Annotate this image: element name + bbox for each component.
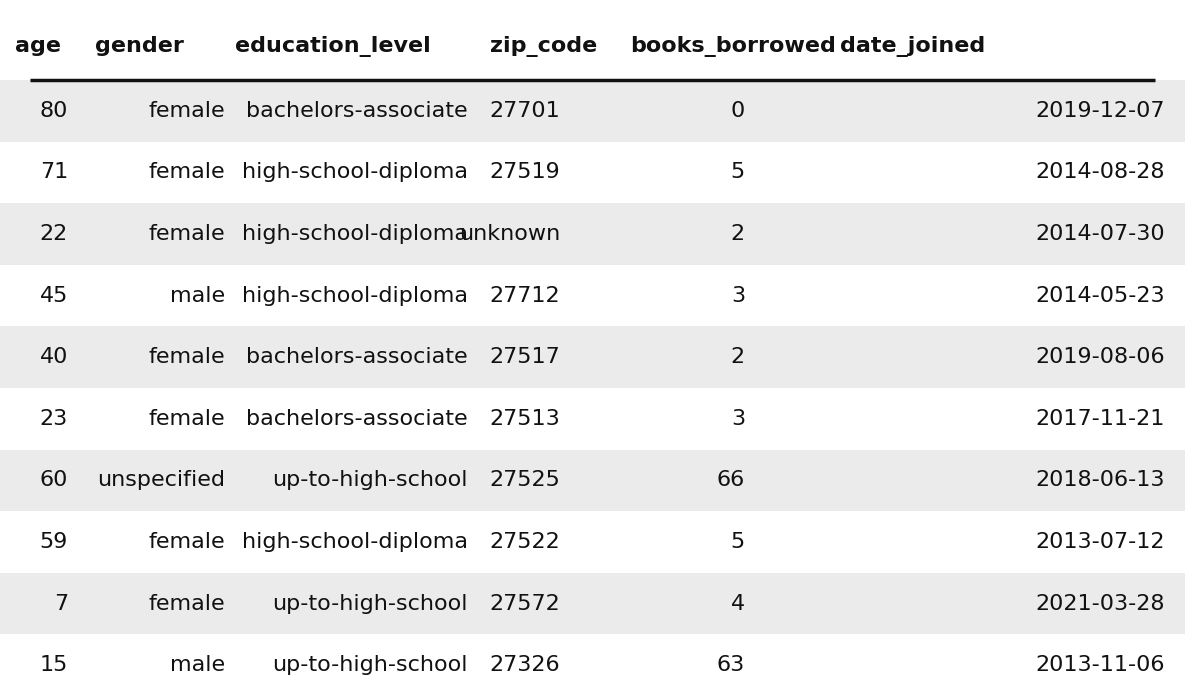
FancyBboxPatch shape [0, 573, 1185, 635]
FancyBboxPatch shape [0, 635, 1185, 696]
Text: 0: 0 [731, 101, 745, 121]
Text: 71: 71 [40, 162, 68, 182]
Text: 3: 3 [731, 409, 745, 429]
FancyBboxPatch shape [0, 450, 1185, 511]
Text: 3: 3 [731, 285, 745, 306]
Text: bachelors-associate: bachelors-associate [246, 409, 468, 429]
Text: 23: 23 [40, 409, 68, 429]
Text: 27572: 27572 [489, 594, 561, 614]
FancyBboxPatch shape [0, 264, 1185, 326]
Text: female: female [148, 224, 225, 244]
FancyBboxPatch shape [0, 0, 1185, 80]
Text: books_borrowed: books_borrowed [630, 36, 835, 57]
Text: gender: gender [95, 36, 184, 56]
FancyBboxPatch shape [0, 388, 1185, 450]
Text: age: age [15, 36, 60, 56]
Text: 2014-08-28: 2014-08-28 [1036, 162, 1165, 182]
Text: 59: 59 [39, 532, 68, 552]
Text: 2014-05-23: 2014-05-23 [1036, 285, 1165, 306]
FancyBboxPatch shape [0, 203, 1185, 264]
FancyBboxPatch shape [0, 511, 1185, 573]
Text: 15: 15 [39, 655, 68, 675]
Text: high-school-diploma: high-school-diploma [242, 224, 468, 244]
Text: high-school-diploma: high-school-diploma [242, 532, 468, 552]
Text: 2014-07-30: 2014-07-30 [1036, 224, 1165, 244]
Text: high-school-diploma: high-school-diploma [242, 162, 468, 182]
Text: 2018-06-13: 2018-06-13 [1036, 470, 1165, 491]
Text: up-to-high-school: up-to-high-school [273, 655, 468, 675]
Text: 45: 45 [39, 285, 68, 306]
Text: 66: 66 [717, 470, 745, 491]
Text: female: female [148, 409, 225, 429]
Text: 2: 2 [731, 347, 745, 367]
Text: 2: 2 [731, 224, 745, 244]
Text: 2019-08-06: 2019-08-06 [1036, 347, 1165, 367]
Text: 27701: 27701 [489, 101, 561, 121]
Text: unspecified: unspecified [97, 470, 225, 491]
Text: 5: 5 [731, 532, 745, 552]
Text: female: female [148, 532, 225, 552]
Text: male: male [169, 285, 225, 306]
Text: unknown: unknown [459, 224, 561, 244]
FancyBboxPatch shape [0, 142, 1185, 203]
Text: female: female [148, 162, 225, 182]
Text: 27525: 27525 [489, 470, 561, 491]
Text: male: male [169, 655, 225, 675]
Text: 27326: 27326 [489, 655, 561, 675]
Text: 2019-12-07: 2019-12-07 [1036, 101, 1165, 121]
Text: female: female [148, 101, 225, 121]
Text: up-to-high-school: up-to-high-school [273, 470, 468, 491]
Text: bachelors-associate: bachelors-associate [246, 101, 468, 121]
Text: female: female [148, 594, 225, 614]
Text: 5: 5 [731, 162, 745, 182]
Text: 2021-03-28: 2021-03-28 [1036, 594, 1165, 614]
Text: female: female [148, 347, 225, 367]
Text: 40: 40 [39, 347, 68, 367]
Text: 7: 7 [53, 594, 68, 614]
Text: zip_code: zip_code [491, 36, 597, 57]
Text: 2013-07-12: 2013-07-12 [1036, 532, 1165, 552]
Text: 4: 4 [731, 594, 745, 614]
Text: 27519: 27519 [489, 162, 561, 182]
Text: date_joined: date_joined [840, 36, 985, 57]
Text: 60: 60 [39, 470, 68, 491]
Text: up-to-high-school: up-to-high-school [273, 594, 468, 614]
Text: 63: 63 [717, 655, 745, 675]
Text: 2017-11-21: 2017-11-21 [1036, 409, 1165, 429]
Text: 80: 80 [39, 101, 68, 121]
Text: 27517: 27517 [489, 347, 561, 367]
Text: 27522: 27522 [489, 532, 561, 552]
Text: 22: 22 [40, 224, 68, 244]
FancyBboxPatch shape [0, 326, 1185, 388]
Text: bachelors-associate: bachelors-associate [246, 347, 468, 367]
Text: 27513: 27513 [489, 409, 561, 429]
Text: 2013-11-06: 2013-11-06 [1036, 655, 1165, 675]
Text: high-school-diploma: high-school-diploma [242, 285, 468, 306]
Text: 27712: 27712 [489, 285, 561, 306]
Text: education_level: education_level [235, 36, 431, 57]
FancyBboxPatch shape [0, 80, 1185, 142]
